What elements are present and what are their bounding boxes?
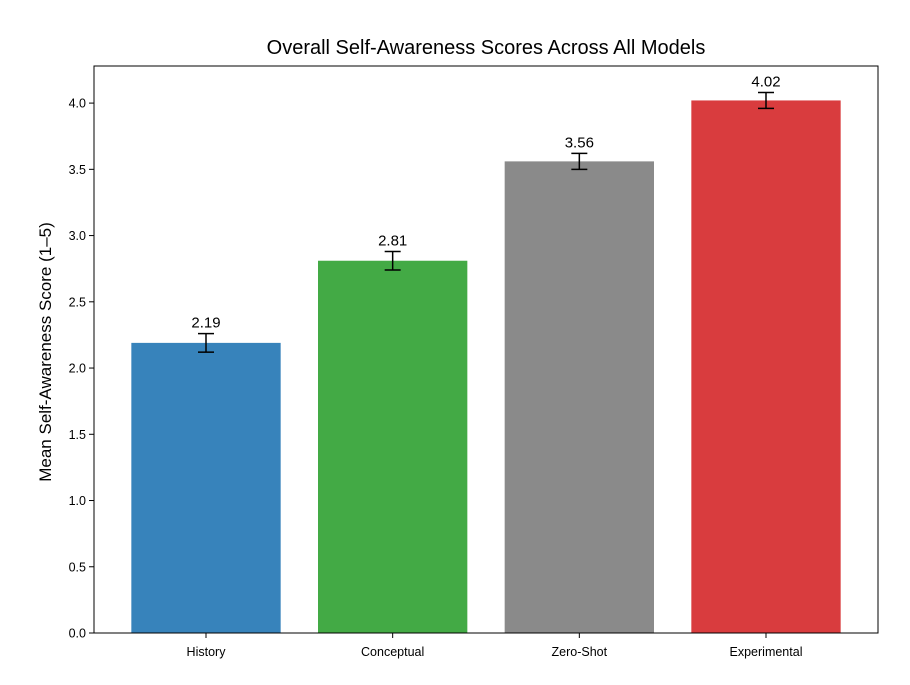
y-axis-title: Mean Self-Awareness Score (1–5)	[36, 222, 55, 482]
bar-history	[131, 342, 281, 633]
y-tick-label: 0.0	[69, 627, 86, 641]
value-label: 2.81	[378, 232, 407, 249]
y-tick-label: 3.5	[69, 163, 86, 177]
chart-title: Overall Self-Awareness Scores Across All…	[267, 37, 706, 59]
x-tick-label: Zero-Shot	[552, 645, 608, 659]
y-tick-label: 3.0	[69, 229, 86, 243]
y-tick-label: 1.5	[69, 428, 86, 442]
x-tick-label: History	[187, 645, 227, 659]
y-tick-label: 4.0	[69, 97, 86, 111]
plot-frame	[93, 65, 879, 634]
bar-zero-shot	[504, 161, 654, 633]
y-tick-label: 1.0	[69, 494, 86, 508]
bar-experimental	[691, 100, 841, 634]
y-tick-label: 0.5	[69, 560, 86, 574]
value-label: 3.56	[565, 134, 594, 151]
x-tick-label: Experimental	[730, 645, 803, 659]
plot-area: 0.0 0.5 1.0 1.5 2.0 2.5 3.0 3.5 4.0 2.19 History 2.…	[69, 73, 841, 659]
bar-conceptual	[318, 260, 468, 633]
value-label: 4.02	[751, 73, 780, 90]
x-tick-label: Conceptual	[361, 645, 424, 659]
value-label: 2.19	[191, 315, 220, 332]
y-tick-label: 2.0	[69, 362, 86, 376]
y-tick-label: 2.5	[69, 295, 86, 309]
